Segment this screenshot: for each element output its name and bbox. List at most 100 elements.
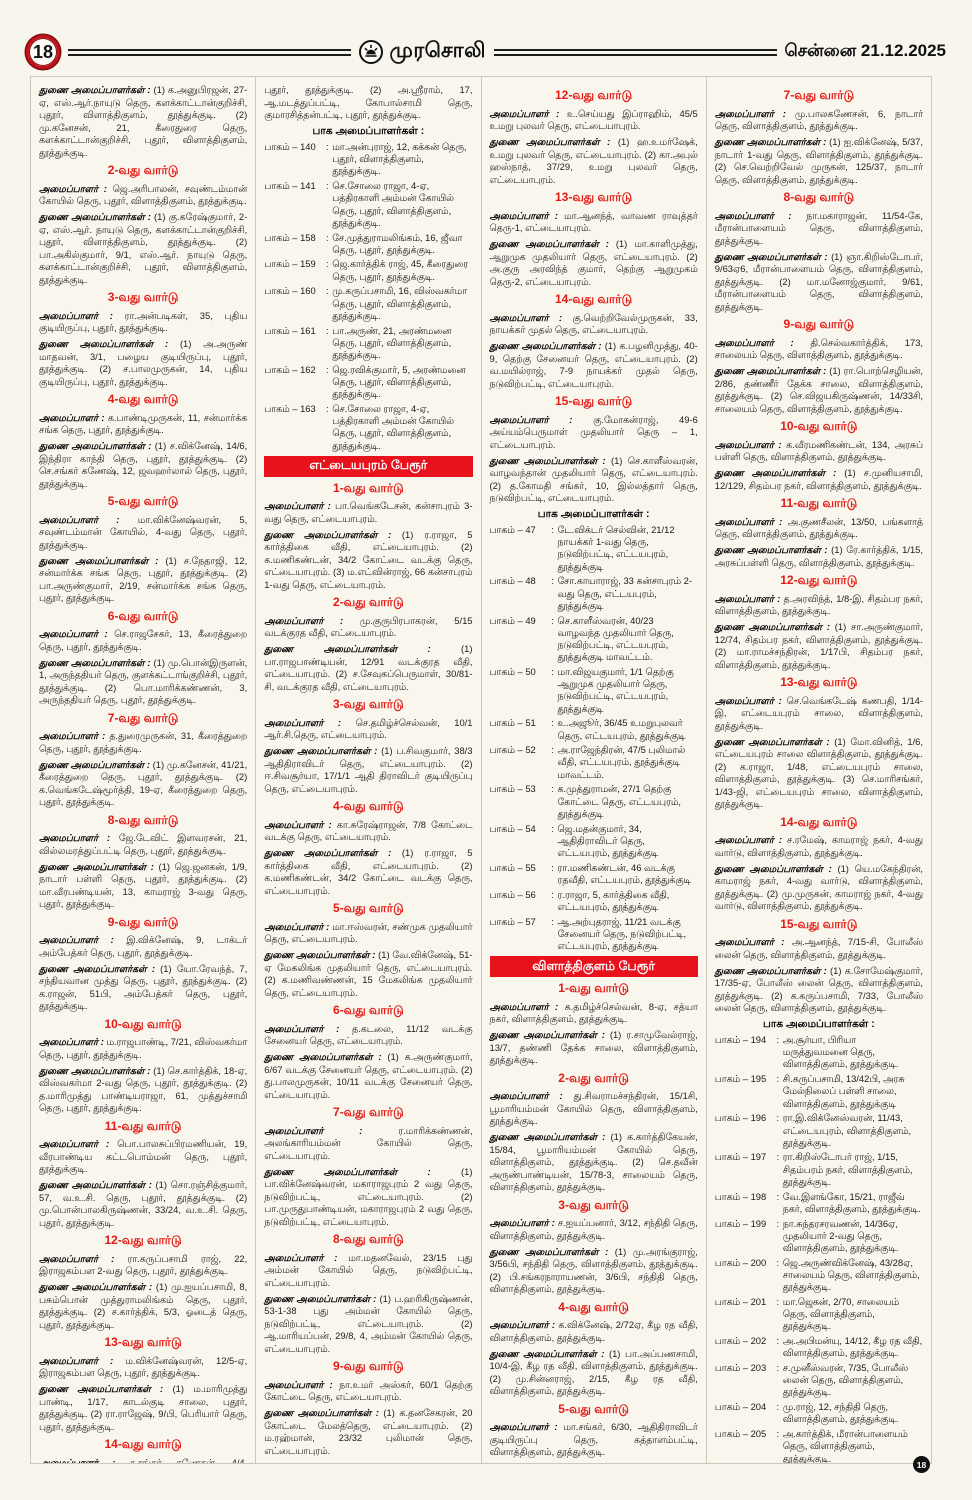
organizer-para: அமைப்பாளர் : த.அரவிந்த், 1/8-இ, சிதம்பர … xyxy=(714,592,924,617)
booth-entry-text: ஜெ.ரவிக்குமார், 5, அரண்மனை தெரு, புதூர்,… xyxy=(332,363,466,400)
para-label: அமைப்பாளர் : xyxy=(39,1354,126,1366)
booth-number: பாகம் – 54 xyxy=(489,822,536,834)
booth-number: பாகம் – 141 xyxy=(264,180,316,192)
para-label: அமைப்பாளர் : xyxy=(39,411,108,423)
bottom-page-number-badge: 18 xyxy=(913,1456,930,1473)
deputy-organizers-para: துணை அமைப்பாளர்கள் : (1) பா.அப்பணசாமி, 1… xyxy=(489,1347,698,1397)
booth-number: பாகம் – 194 xyxy=(714,1034,767,1045)
edition-date: சென்னை 21.12.2025 xyxy=(784,41,947,60)
deputy-organizers-para: துணை அமைப்பாளர்கள் : (1) யோ.ரேவந்த், 7, … xyxy=(39,962,248,1012)
booth-colon: : xyxy=(325,141,329,152)
booth-colon: : xyxy=(325,402,329,414)
para-label: துணை அமைப்பாளர்கள் : xyxy=(714,544,832,555)
para-label: அமைப்பாளர் : xyxy=(714,694,787,706)
ward-heading: 3-வது வார்டு xyxy=(558,1197,629,1212)
para-label: அமைப்பாளர் : xyxy=(39,832,119,843)
ward-heading: 13-வது வார்டு xyxy=(780,675,858,689)
para-label: அமைப்பாளர் : xyxy=(489,1319,559,1331)
ward-heading: 6-வது வார்டு xyxy=(333,1003,404,1018)
column-4: 7-வது வார்டு அமைப்பாளர் : மு.பாலகணேசன், 6… xyxy=(705,77,931,1463)
content-frame: துணை அமைப்பாளர்கள் : (1) க.அனுபிரஜன், 27… xyxy=(30,76,932,1464)
para-label: துணை அமைப்பாளர்கள் : xyxy=(39,1281,156,1292)
booth-entry-text: உ.அஜூர், 36/45 உமறுபுலவர் தெரு, எட்டயபுர… xyxy=(557,717,686,741)
para-label: அமைப்பாளர் : xyxy=(39,1138,118,1149)
booth-entry: பாகம் – 55: ரா.மணிகண்டன், 46 வடக்கு ரதவீத… xyxy=(490,862,698,886)
ward-heading: 15-வது வார்டு xyxy=(554,394,633,408)
deputy-organizers-para: துணை அமைப்பாளர்கள் : (1) ம.மாரிமுத்து பா… xyxy=(39,1383,248,1432)
booth-entry: பாகம் – 53: க.முத்துராமன், 27/1 தெற்கு கோ… xyxy=(490,783,698,820)
booth-number: பாகம் – 56 xyxy=(489,888,536,900)
ward-heading: 6-வது வார்டு xyxy=(107,608,179,623)
ward-heading: 2-வது வார்டு xyxy=(333,595,404,610)
organizer-para: அமைப்பாளர் : க.வீரமணிகண்டன், 134, அரசுப்… xyxy=(714,438,923,463)
ward-heading: 10-வது வார்டு xyxy=(264,1461,472,1463)
booth-colon: : xyxy=(325,231,329,243)
column-3: 12-வது வார்டு அமைப்பாளர் : உ.செய்யது இப்ர… xyxy=(480,77,706,1463)
ward-heading: 9-வது வார்டு xyxy=(783,317,855,331)
organizer-para: அமைப்பாளர் : கு.மோகன்ராஜ், 49-6 அய்யம்பெ… xyxy=(489,413,698,450)
booth-entry-text: மா.விஜயகுமார், 1/1 தெற்கு ஆறுமுக முதலியா… xyxy=(557,665,674,714)
para-label: அமைப்பாளர் : xyxy=(489,1000,565,1012)
deputy-organizers-para: துணை அமைப்பாளர்கள் : (1) ர.சாமுவேல்ராஜ்,… xyxy=(489,1029,698,1066)
para-label: அமைப்பாளர் : xyxy=(714,107,795,119)
deputy-organizers-para: துணை அமைப்பாளர்கள் : (1) க.அருண்குமார், … xyxy=(264,1051,473,1100)
para-label: அமைப்பாளர் : xyxy=(264,1378,339,1390)
para-label: துணை அமைப்பாளர்கள் : xyxy=(489,1029,610,1041)
organizer-para: அமைப்பாளர் : த.கடலை, 11/12 வடக்கு சேனையர… xyxy=(264,1022,473,1047)
para-label: அமைப்பாளர் : xyxy=(39,1456,130,1464)
para-label: அமைப்பாளர் : xyxy=(714,438,787,450)
booth-entry: பாகம் – 158: சே.முத்துராமலிங்கம், 16, ஜீவ… xyxy=(264,232,472,256)
para-label: துணை அமைப்பாளர்கள் : xyxy=(714,467,845,478)
booth-entry: பாகம் – 51: உ.அஜூர், 36/45 உமறுபுலவர் தெர… xyxy=(490,717,698,741)
booth-colon: : xyxy=(551,575,554,587)
booth-number: பாகம் – 196 xyxy=(714,1112,767,1124)
masthead-title: முரசொலி xyxy=(389,39,486,62)
booth-entry: பாகம் – 205: அ.கார்த்திக், மீரான்பாளையம் … xyxy=(715,1428,923,1463)
deputy-organizers-para: துணை அமைப்பாளர்கள் : (1) ரே.கார்த்திக், … xyxy=(714,544,923,568)
organizer-para: அமைப்பாளர் : ச.சங்கர் கணேசன், 4/4, கண்ணப… xyxy=(39,1457,247,1464)
booth-entry-text: ஜெ.அருண்விக்னேஷ், 43/28ஏ, சாலையம் தெரு, … xyxy=(782,1256,920,1293)
booth-entry: பாகம் – 163: செ.சோலை ராஜா, 4-ஏ, பத்திரகாள… xyxy=(264,403,472,452)
booth-entry: பாகம் – 201: மா.ஜெகன், 2/70, சாலையம் தெரு… xyxy=(715,1296,923,1333)
booth-colon: : xyxy=(551,524,554,535)
deputy-organizers-para: துணை அமைப்பாளர்கள் : (1) யெ.மகேந்திரன், … xyxy=(714,862,923,912)
booth-number: பாகம் – 51 xyxy=(489,717,536,729)
organizer-para: அமைப்பாளர் : பொ.பாலசுப்பிரமணியன், 19, வீ… xyxy=(39,1138,248,1174)
booth-number: பாகம் – 53 xyxy=(489,783,536,795)
ward-heading: 8-வது வார்டு xyxy=(333,1232,404,1247)
ward-heading: 7-வது வார்டு xyxy=(333,1105,404,1120)
deputy-organizers-para: துணை அமைப்பாளர்கள் : (1) ர.ராஜா, 5 கார்த… xyxy=(264,847,473,896)
ward-heading: 4-வது வார்டு xyxy=(107,392,179,406)
column-1: துணை அமைப்பாளர்கள் : (1) க.அனுபிரஜன், 27… xyxy=(31,77,255,1463)
organizer-para: அமைப்பாளர் : உ.செய்யது இப்ராஹிம், 45/5 உ… xyxy=(489,107,698,132)
para-label: துணை அமைப்பாளர்கள் : xyxy=(39,962,161,974)
booth-number: பாகம் – 202 xyxy=(714,1335,767,1347)
booth-entry: பாகம் – 195: சி.கருப்பசாமி, 13/42பி, அரசு… xyxy=(715,1073,923,1110)
ward-heading: 8-வது வார்டு xyxy=(783,190,855,204)
para-label: துணை அமைப்பாளர்கள் : xyxy=(39,338,180,349)
para-label: அமைப்பாளர் : xyxy=(489,107,567,119)
booth-number: பாகம் – 201 xyxy=(714,1295,767,1307)
para-label: அமைப்பாளர் : xyxy=(489,1090,574,1102)
para-label: துணை அமைப்பாளர்கள் : xyxy=(714,621,835,632)
organizer-para: அமைப்பாளர் : ர.மாரிக்கண்ணன், அலங்காரியம்… xyxy=(264,1124,473,1161)
para-label: துணை அமைப்பாளர்கள் : xyxy=(264,949,379,961)
deputy-organizers-para: துணை அமைப்பாளர்கள் : (1) ச.விக்னேஷ், 14/… xyxy=(39,440,248,489)
deputy-organizers-para: துணை அமைப்பாளர்கள் : (1) க.கார்த்திகேயன்… xyxy=(489,1131,698,1193)
para-label: துணை அமைப்பாளர்கள் : xyxy=(714,964,831,976)
organizer-para: அமைப்பாளர் : து.சிவராமச்சந்திரன், 15/1சி… xyxy=(489,1090,698,1127)
para-label: அமைப்பாளர் : xyxy=(489,1217,558,1229)
rising-sun-logo-icon xyxy=(358,40,383,64)
deputy-organizers-para: துணை அமைப்பாளர்கள் : (1) ரா.பொற்செழியன்,… xyxy=(714,365,923,414)
organizer-para: அமைப்பாளர் : மா.ஆனந்த், வாவண ராவுத்தர் த… xyxy=(489,209,698,234)
para-label: துணை அமைப்பாளர்கள் : xyxy=(489,1131,611,1143)
para-label: அமைப்பாளர் : xyxy=(264,920,333,932)
booth-colon: : xyxy=(776,1190,780,1202)
deputy-organizers-para: துணை அமைப்பாளர்கள் : (1) ஹ.உமர்ஷேக், உமற… xyxy=(489,136,698,185)
booth-number: பாகம் – 204 xyxy=(714,1401,767,1413)
booth-entry-text: ர.ராஜா, 5, கார்த்திகை வீதி, எட்டயபுரம், … xyxy=(557,888,670,912)
para-label: அமைப்பாளர் : xyxy=(714,936,792,947)
deputy-organizers-para: துணை அமைப்பாளர்கள் : (1) சொ.ரஞ்சித்குமார… xyxy=(39,1179,248,1228)
deputy-organizers-para: துணை அமைப்பாளர்கள் : (1) செ.கார்த்திக், … xyxy=(39,1064,248,1114)
booth-colon: : xyxy=(776,1217,780,1229)
